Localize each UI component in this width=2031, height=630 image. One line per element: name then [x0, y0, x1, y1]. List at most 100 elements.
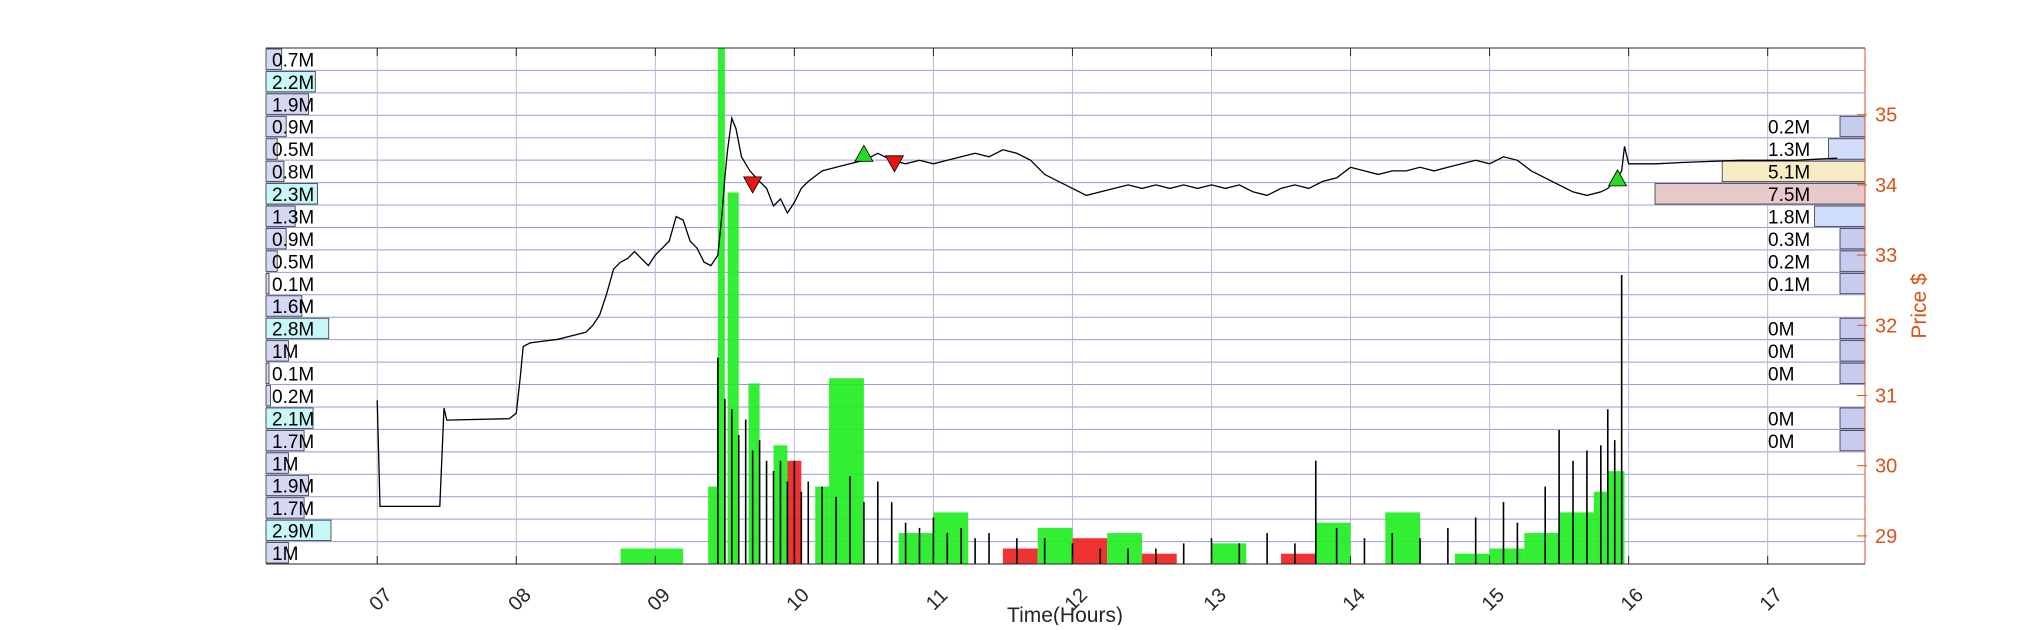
- y-tick-label: 33: [1875, 245, 1897, 267]
- left-profile-label: 1.3M: [272, 207, 314, 228]
- buy-volume-bar: [620, 548, 684, 564]
- right-profile-bar: [1839, 429, 1866, 452]
- sell-marker: [742, 176, 763, 194]
- buy-volume-bar: [1607, 471, 1625, 564]
- buy-volume-bar: [748, 383, 760, 564]
- plot-background: [266, 48, 1865, 564]
- left-profile-label: 0.7M: [272, 50, 314, 71]
- buy-volume-bar: [829, 378, 864, 564]
- left-profile-bar: [265, 272, 270, 295]
- x-tick-label: 11: [922, 585, 952, 615]
- y-axis-title: Price $: [1908, 273, 1931, 339]
- left-profile-label: 0.8M: [272, 163, 314, 184]
- left-profile-label: 2.8M: [272, 320, 314, 341]
- left-profile-bar: [265, 407, 314, 429]
- sell-volume-bar: [1141, 553, 1177, 564]
- left-profile-bar: [265, 71, 316, 93]
- left-profile-label: 1.7M: [272, 432, 314, 453]
- right-profile-label: 0.2M: [1768, 118, 1810, 139]
- right-profile-bar: [1828, 138, 1866, 160]
- left-profile-bar: [265, 205, 296, 227]
- buy-volume-bar: [1107, 533, 1142, 564]
- right-profile-label: 0M: [1768, 342, 1794, 363]
- left-profile-bar: [265, 340, 289, 362]
- right-profile-bar: [1814, 205, 1866, 227]
- x-tick-label: 15: [1478, 584, 1509, 615]
- trade-volume-spikes: [717, 275, 1623, 564]
- sell-volume-bar: [1002, 548, 1038, 564]
- left-profile-label: 1M: [272, 342, 298, 363]
- left-profile-bar: [265, 317, 330, 340]
- right-profile-label: 0.2M: [1768, 252, 1810, 273]
- right-profile-label: 0M: [1768, 409, 1794, 430]
- right-profile-label: 5.1M: [1768, 163, 1810, 184]
- left-profile-bar: [265, 228, 287, 250]
- left-profile-label: 0.9M: [272, 230, 314, 251]
- left-profile-bar: [265, 160, 285, 183]
- left-volume-profile: 0.7M2.2M1.9M0.9M0.5M0.8M2.3M1.3M0.9M0.5M…: [265, 48, 332, 565]
- left-profile-label: 0.9M: [272, 118, 314, 139]
- right-profile-label: 0M: [1768, 432, 1794, 453]
- x-tick-label: 17: [1756, 584, 1787, 615]
- buy-volume-bar: [708, 486, 718, 564]
- buy-volume-bar: [1385, 512, 1421, 564]
- left-profile-label: 1M: [272, 454, 298, 475]
- price-series: [376, 115, 1838, 508]
- right-profile-label: 1.3M: [1768, 140, 1810, 161]
- buy-volume-bar: [727, 192, 739, 565]
- x-tick-label: 13: [1200, 584, 1231, 615]
- left-profile-bar: [265, 115, 287, 138]
- left-profile-bar: [265, 295, 303, 317]
- y-tick-label: 32: [1875, 315, 1897, 337]
- x-tick-label: 07: [365, 584, 396, 615]
- right-profile-bar: [1839, 115, 1866, 138]
- buy-volume-bar: [1524, 533, 1560, 564]
- buy-volume-bar: [1559, 512, 1594, 564]
- right-profile-bar: [1839, 340, 1866, 362]
- x-axis-title: Time(Hours): [1007, 604, 1123, 625]
- buy-volume-bar: [1037, 527, 1073, 564]
- x-tick-label: 10: [782, 584, 813, 615]
- right-profile-bar: [1654, 183, 1866, 205]
- right-profile-bar: [1839, 407, 1866, 429]
- buy-volume-bar: [1454, 553, 1490, 564]
- left-profile-bar: [265, 474, 309, 497]
- left-profile-bar: [265, 385, 271, 407]
- left-profile-label: 0.1M: [272, 275, 314, 296]
- left-profile-bar: [265, 519, 332, 541]
- left-profile-label: 1.6M: [272, 297, 314, 318]
- trade-markers: [742, 144, 1628, 194]
- x-tick-label: 08: [504, 584, 535, 615]
- left-profile-label: 2.9M: [272, 522, 314, 543]
- left-profile-label: 2.3M: [272, 185, 314, 206]
- left-profile-label: 2.2M: [272, 73, 314, 94]
- buy-marker: [854, 144, 874, 162]
- buy-marker: [1607, 169, 1628, 187]
- right-profile-label: 0M: [1768, 365, 1794, 386]
- price-line: [376, 115, 1838, 508]
- buy-volume-bar: [1315, 522, 1351, 564]
- buy-volume-bar: [1211, 543, 1247, 564]
- left-profile-label: 1.9M: [272, 95, 314, 116]
- left-profile-bar: [265, 542, 289, 564]
- y-tick-label: 34: [1875, 175, 1897, 197]
- sell-volume-bar: [1281, 553, 1316, 564]
- left-profile-label: 2.1M: [272, 409, 314, 430]
- right-profile-bar: [1839, 317, 1866, 340]
- right-profile-label: 7.5M: [1768, 185, 1810, 206]
- sell-volume-bar: [1072, 538, 1108, 564]
- left-profile-bar: [265, 138, 278, 160]
- right-profile-label: 0.1M: [1768, 275, 1810, 296]
- x-tick-label: 14: [1339, 584, 1370, 615]
- buy-volume-bar: [717, 48, 725, 564]
- buy-volume-bar: [898, 533, 934, 564]
- left-profile-label: 0.5M: [272, 140, 314, 161]
- sell-marker: [884, 155, 905, 173]
- left-profile-label: 1M: [272, 544, 298, 565]
- x-tick-label: 16: [1617, 584, 1648, 615]
- y-tick-label: 35: [1875, 105, 1897, 127]
- left-profile-label: 1.7M: [272, 499, 314, 520]
- left-profile-bar: [265, 250, 278, 272]
